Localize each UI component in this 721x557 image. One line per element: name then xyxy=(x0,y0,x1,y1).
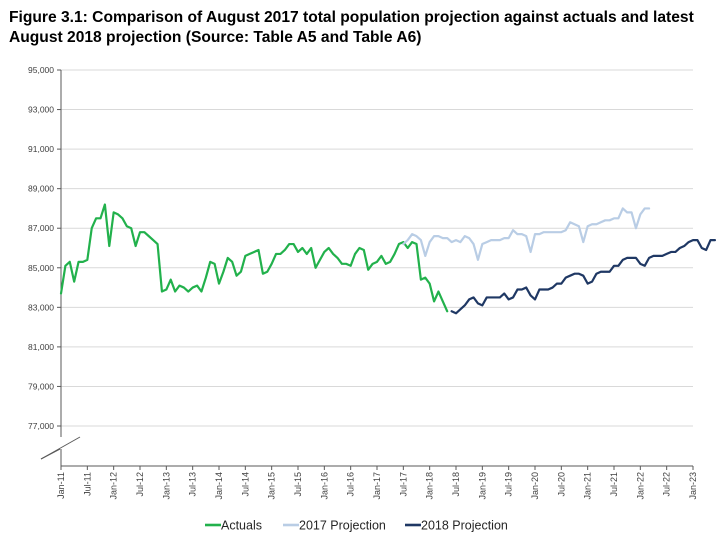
figure-title: Figure 3.1: Comparison of August 2017 to… xyxy=(9,9,694,46)
y-tick-label: 93,000 xyxy=(28,105,54,115)
y-tick-label: 95,000 xyxy=(28,65,54,75)
x-tick-label: Jul-11 xyxy=(82,472,92,496)
y-tick-label: 87,000 xyxy=(28,223,54,233)
x-tick-label: Jul-13 xyxy=(188,472,198,497)
x-tick-label: Jul-22 xyxy=(662,472,672,497)
x-tick-label: Jul-15 xyxy=(293,472,303,497)
axis-break-mark xyxy=(40,448,61,460)
y-tick-label: 79,000 xyxy=(28,381,54,391)
x-tick-label: Jul-19 xyxy=(504,472,514,497)
x-tick-label: Jan-23 xyxy=(688,472,698,500)
x-tick-label: Jul-12 xyxy=(135,472,145,497)
x-tick-label: Jan-12 xyxy=(109,472,119,500)
x-tick-label: Jul-21 xyxy=(609,472,619,497)
x-tick-label: Jul-14 xyxy=(240,472,250,497)
legend-label: 2017 Projection xyxy=(299,519,386,533)
x-tick-label: Jan-11 xyxy=(56,472,66,499)
legend: Actuals 2017 Projection 2018 Projection xyxy=(205,519,508,533)
x-tick-label: Jan-14 xyxy=(214,472,224,500)
y-tick-label: 89,000 xyxy=(28,184,54,194)
x-tick-label: Jan-15 xyxy=(267,472,277,500)
x-tick-label: Jul-18 xyxy=(451,472,461,497)
series-line-2018-projection xyxy=(450,238,717,315)
x-tick-label: Jan-17 xyxy=(372,472,382,500)
x-tick-label: Jul-17 xyxy=(398,472,408,497)
x-tick-labels: Jan-11 Jul-11 Jan-12 Jul-12 Jan-13 Jul-13 Jan-… xyxy=(56,466,698,500)
y-tick-label: 81,000 xyxy=(28,342,54,352)
x-tick-label: Jan-20 xyxy=(530,472,540,500)
series-line-actuals xyxy=(59,203,449,313)
y-tick-label: 91,000 xyxy=(28,144,54,154)
y-tick-label: 77,000 xyxy=(28,421,54,431)
y-tick-label: 83,000 xyxy=(28,302,54,312)
x-tick-label: Jan-19 xyxy=(477,472,487,500)
x-tick-label: Jan-21 xyxy=(583,472,593,500)
x-tick-label: Jul-20 xyxy=(556,472,566,497)
y-tick-label: 85,000 xyxy=(28,263,54,273)
x-tick-label: Jul-16 xyxy=(346,472,356,497)
series-lines xyxy=(59,203,717,315)
series-line-2017-projection xyxy=(402,207,651,261)
y-tick-labels: 77,000 79,000 81,000 83,000 85,000 87,000 89,0… xyxy=(28,65,54,431)
legend-label: 2018 Projection xyxy=(421,519,508,533)
x-tick-label: Jan-13 xyxy=(161,472,171,500)
gridlines xyxy=(57,69,693,427)
x-tick-label: Jan-22 xyxy=(635,472,645,500)
x-tick-label: Jan-18 xyxy=(425,472,435,500)
x-tick-label: Jan-16 xyxy=(319,472,329,500)
legend-label: Actuals xyxy=(221,519,262,533)
